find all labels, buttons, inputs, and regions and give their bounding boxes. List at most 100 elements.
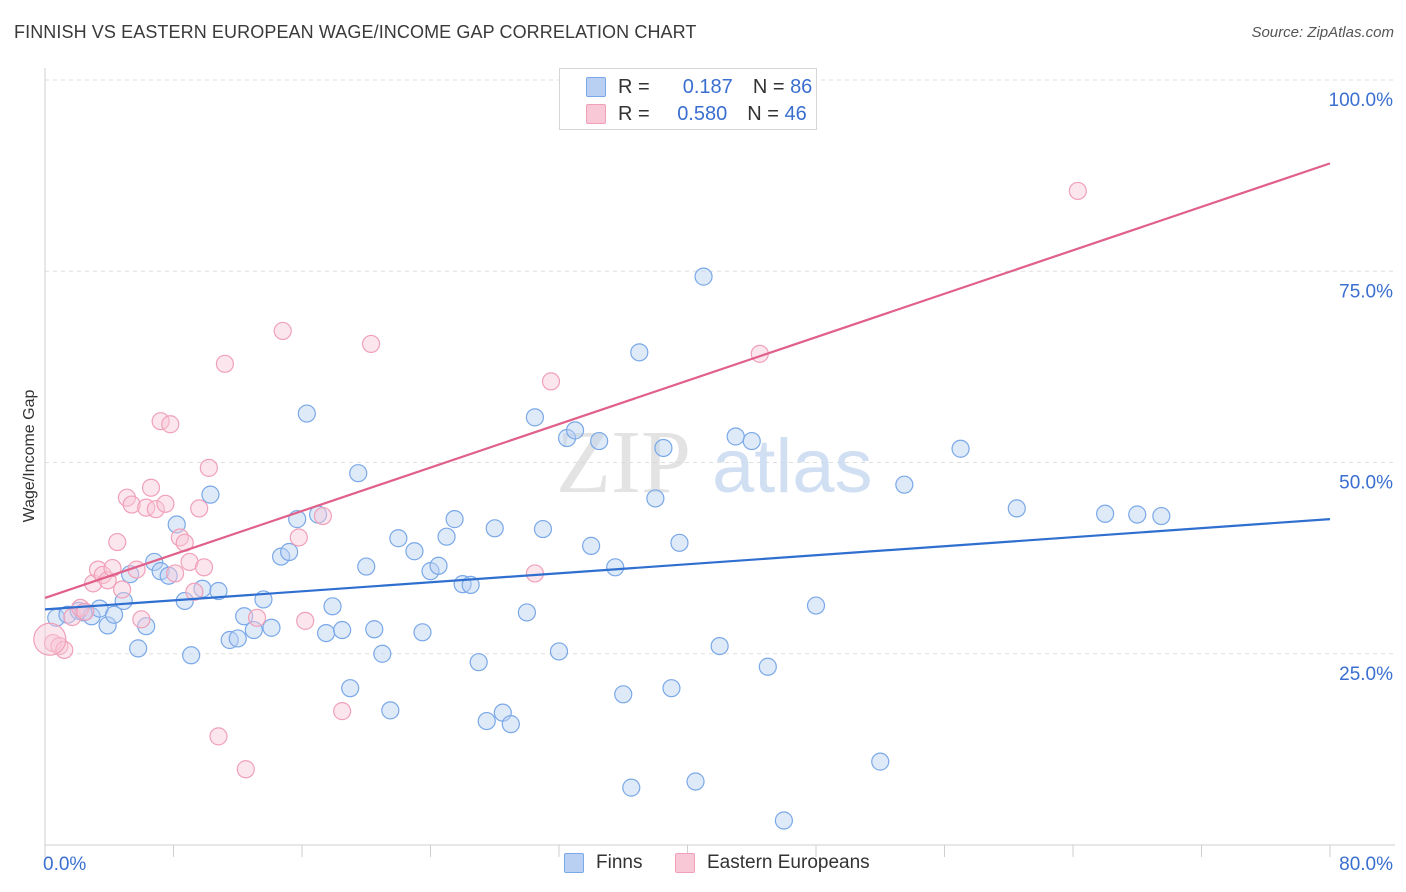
y-tick-label: 100.0% <box>1329 90 1394 111</box>
point-finns <box>445 510 464 529</box>
bottom-legend-swatch-finns <box>564 853 584 873</box>
point-finns <box>533 519 553 539</box>
point-eastern-europeans <box>194 558 214 577</box>
point-finns <box>582 536 601 555</box>
point-finns <box>895 475 914 494</box>
stats-legend: R = 0.187 N = 86 R = 0.580 N = 46 <box>559 68 817 130</box>
legend-n-label: N = <box>747 102 779 125</box>
point-eastern-europeans <box>33 622 67 656</box>
point-finns <box>742 431 761 451</box>
point-finns <box>622 778 641 797</box>
point-finns <box>349 464 368 483</box>
y-axis-label: Wage/Income Gap <box>21 390 38 523</box>
point-finns <box>525 408 545 427</box>
source-label: Source: ZipAtlas.com <box>1251 24 1394 41</box>
point-finns <box>341 679 360 698</box>
watermark-zip: ZIP <box>556 413 691 512</box>
point-finns <box>630 343 649 362</box>
point-finns <box>373 644 392 663</box>
gridlines <box>45 79 1395 655</box>
point-finns <box>437 527 456 546</box>
point-eastern-europeans <box>190 499 209 518</box>
point-finns <box>565 421 585 440</box>
legend-r-value: 0.580 <box>677 102 728 125</box>
point-eastern-europeans <box>215 354 234 373</box>
point-finns <box>297 404 316 423</box>
point-finns <box>646 489 665 508</box>
legend-swatch-eastern-europeans <box>586 104 606 124</box>
point-finns <box>333 620 352 640</box>
point-finns <box>477 711 496 731</box>
watermark-atlas: atlas <box>712 424 873 509</box>
legend-swatch-finns <box>586 77 606 97</box>
point-finns <box>951 439 970 458</box>
trend-line-finns <box>44 518 1331 611</box>
point-eastern-europeans <box>525 564 545 583</box>
legend-r-label: R = <box>618 75 650 98</box>
bottom-legend-eastern-europeans: Eastern Europeans <box>675 852 870 874</box>
y-tick-label: 25.0% <box>1339 664 1393 685</box>
legend-n-value: 86 <box>790 75 813 98</box>
point-finns <box>1128 505 1147 524</box>
tick-labels: 25.0% 50.0% 75.0% 100.0% 0.0% 80.0% <box>43 90 1393 875</box>
point-finns <box>806 596 826 615</box>
bottom-legend: Finns Eastern Europeans <box>0 852 1406 878</box>
point-finns <box>381 701 400 720</box>
point-finns <box>726 427 745 446</box>
bottom-legend-label-finns: Finns <box>596 852 643 873</box>
y-tick-label: 50.0% <box>1339 473 1393 494</box>
trend-layer <box>44 162 1331 611</box>
point-finns <box>501 715 520 734</box>
point-eastern-europeans <box>333 702 352 721</box>
point-finns <box>694 267 713 286</box>
point-eastern-europeans <box>108 532 127 552</box>
chart-title: FINNISH VS EASTERN EUROPEAN WAGE/INCOME … <box>14 22 697 42</box>
point-finns <box>670 533 689 552</box>
point-finns <box>389 529 408 548</box>
trend-line-eastern-europeans <box>44 162 1331 599</box>
point-finns <box>413 623 432 642</box>
point-finns <box>1007 499 1026 518</box>
point-eastern-europeans <box>141 478 161 497</box>
point-finns <box>228 629 247 648</box>
point-finns <box>98 616 117 635</box>
legend-r-label: R = <box>618 102 650 125</box>
legend-row-eastern-europeans: R = 0.580 N = 46 <box>586 102 807 126</box>
point-finns <box>871 752 890 771</box>
point-eastern-europeans <box>103 558 122 578</box>
point-eastern-europeans <box>55 640 74 660</box>
point-finns <box>316 623 336 643</box>
legend-r-value: 0.187 <box>682 75 733 98</box>
point-finns <box>365 620 384 639</box>
point-eastern-europeans <box>156 494 175 513</box>
point-eastern-europeans <box>122 495 141 514</box>
point-finns <box>774 811 793 830</box>
point-eastern-europeans <box>296 611 315 630</box>
point-finns <box>104 605 124 624</box>
points-layer <box>33 181 1171 830</box>
point-eastern-europeans <box>185 582 204 601</box>
point-finns <box>710 636 729 656</box>
point-eastern-europeans <box>161 415 180 434</box>
point-finns <box>201 485 220 504</box>
point-finns <box>606 558 625 577</box>
point-finns <box>549 642 569 661</box>
point-finns <box>469 653 488 672</box>
point-finns <box>654 438 673 458</box>
point-eastern-europeans <box>313 506 332 526</box>
point-finns <box>405 542 424 561</box>
x-tick-label: 80.0% <box>1339 854 1393 875</box>
point-eastern-europeans <box>1068 181 1087 201</box>
point-finns <box>209 581 228 601</box>
point-finns <box>182 646 201 665</box>
point-eastern-europeans <box>170 528 190 547</box>
point-finns <box>662 679 681 698</box>
watermark: ZIP atlas <box>556 413 873 512</box>
point-finns <box>758 657 777 676</box>
point-eastern-europeans <box>209 727 228 746</box>
point-eastern-europeans <box>112 580 132 599</box>
point-finns <box>129 639 148 658</box>
y-tick-label: 75.0% <box>1339 281 1393 302</box>
point-finns <box>280 542 299 562</box>
